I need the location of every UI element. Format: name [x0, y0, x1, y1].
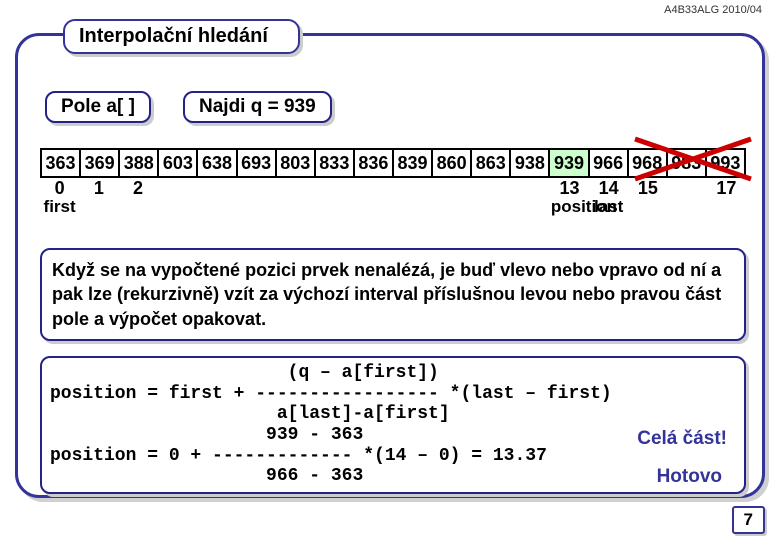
index-label-cell [707, 196, 746, 218]
index-label-cell [118, 196, 157, 218]
index-label-cell [471, 196, 510, 218]
index-label-cell [628, 196, 667, 218]
array-cell: 603 [158, 149, 197, 177]
index-label-cell [79, 196, 118, 218]
array-cell: 388 [119, 149, 158, 177]
page-number: 7 [732, 506, 765, 534]
array-cell: 693 [237, 149, 276, 177]
index-label-cell: first [40, 196, 79, 218]
done-label: Hotovo [657, 466, 722, 488]
index-label-cell [197, 196, 236, 218]
index-label-cell [393, 196, 432, 218]
array-cell: 839 [393, 149, 432, 177]
array-cell: 836 [354, 149, 393, 177]
array-cell: 369 [80, 149, 119, 177]
array-cell: 863 [471, 149, 510, 177]
index-label-cell: last [589, 196, 628, 218]
description-text: Když se na vypočtené pozici prvek nenalé… [40, 248, 746, 341]
index-label-cell [236, 196, 275, 218]
array-label: Pole a[ ] [45, 91, 151, 123]
array-region: 3633693886036386938038338368398608639389… [40, 148, 746, 218]
array-cell: 833 [315, 149, 354, 177]
array-cell: 983 [667, 149, 706, 177]
index-label-cell [432, 196, 471, 218]
slide-title: Interpolační hledání [63, 19, 300, 54]
query-label: Najdi q = 939 [183, 91, 332, 123]
index-label-cell [158, 196, 197, 218]
index-label-cell [354, 196, 393, 218]
index-labels: first positionlast [40, 196, 746, 218]
array-cell: 938 [510, 149, 549, 177]
index-label-cell [511, 196, 550, 218]
main-panel: Interpolační hledání Pole a[ ] Najdi q =… [15, 33, 765, 498]
floor-label: Celá část! [637, 428, 727, 450]
index-label-cell [315, 196, 354, 218]
index-label-cell [275, 196, 314, 218]
index-label-cell: position [550, 196, 589, 218]
array-table: 3633693886036386938038338368398608639389… [40, 148, 746, 178]
array-cell: 860 [432, 149, 471, 177]
array-cell: 993 [706, 149, 745, 177]
array-cell: 803 [276, 149, 315, 177]
array-cell: 968 [628, 149, 667, 177]
index-label-cell [668, 196, 707, 218]
course-meta: A4B33ALG 2010/04 [664, 4, 762, 16]
array-cell: 966 [589, 149, 628, 177]
array-cell: 638 [197, 149, 236, 177]
array-cell: 363 [41, 149, 80, 177]
array-cell: 939 [549, 149, 588, 177]
formula-text: (q – a[first]) position = first + ------… [40, 356, 746, 494]
